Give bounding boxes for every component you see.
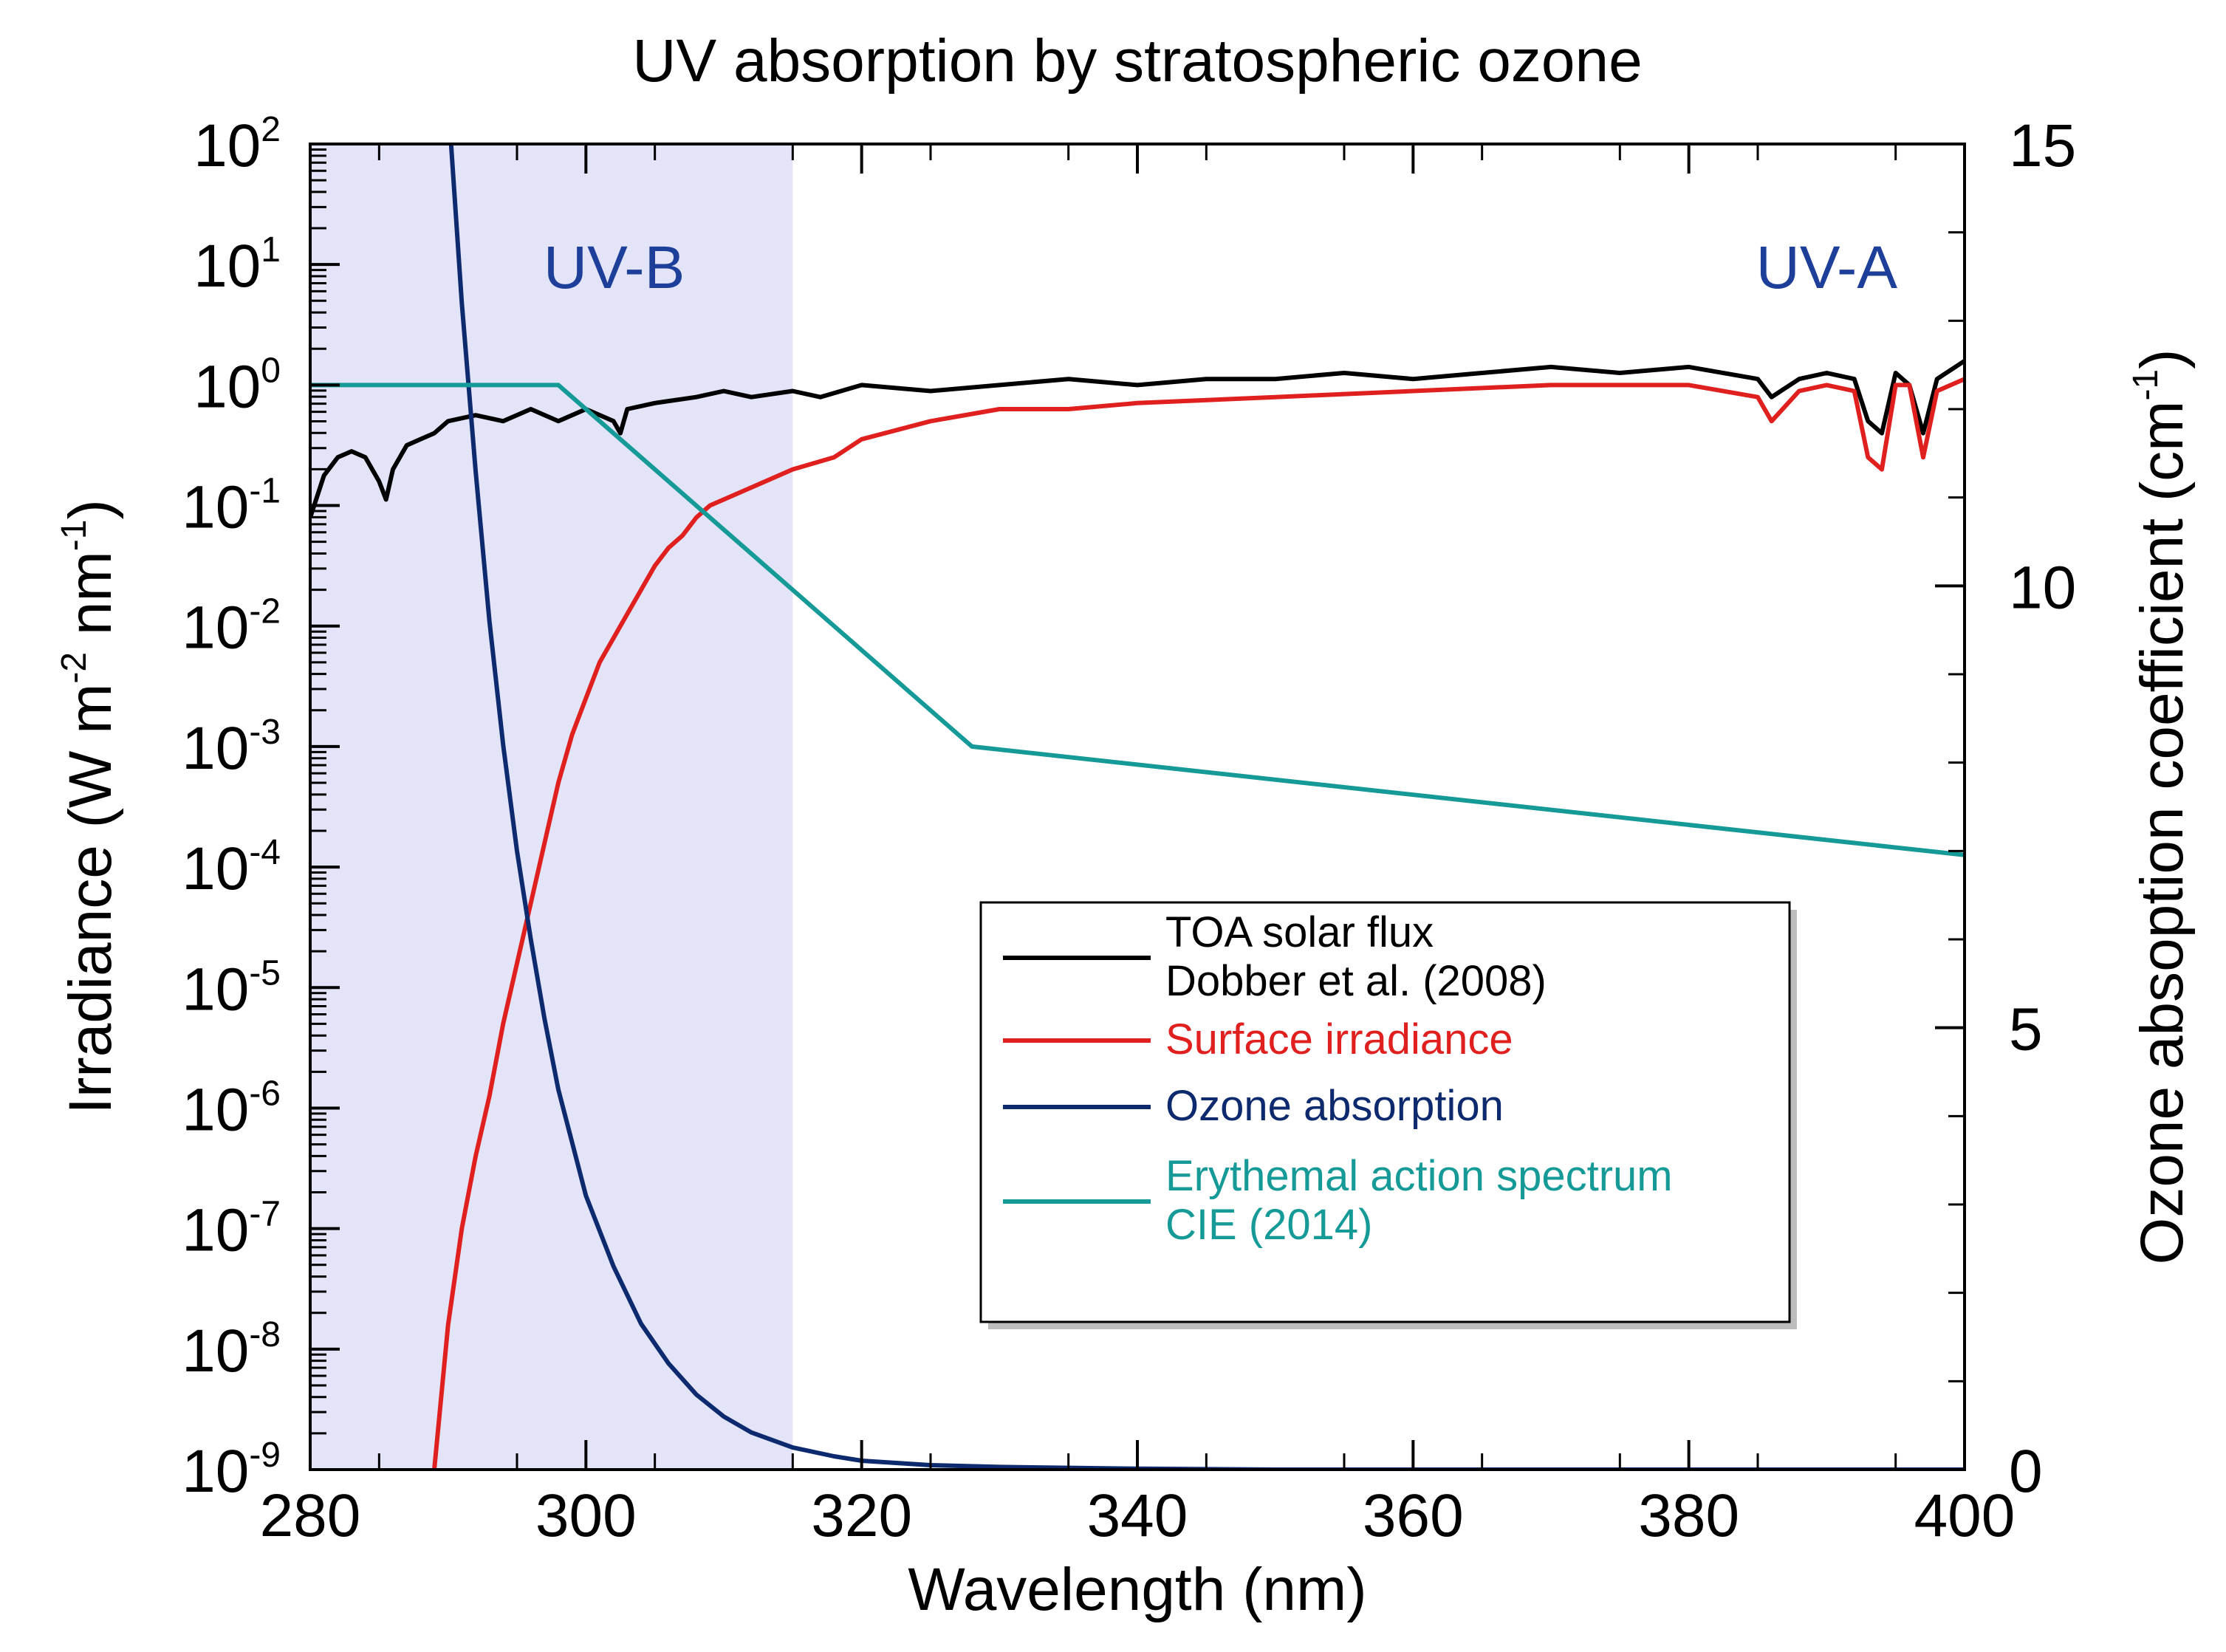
y-right-tick-label: 0 bbox=[2009, 1438, 2043, 1505]
x-tick-label: 340 bbox=[1087, 1482, 1188, 1549]
y-left-tick-label: 10-2 bbox=[182, 592, 281, 662]
y-left-tick-label: 10-9 bbox=[182, 1436, 281, 1505]
y-left-tick-label: 10-5 bbox=[182, 953, 281, 1023]
legend-label: Ozone absorption bbox=[1165, 1082, 1504, 1130]
region-label-uv-b: UV-B bbox=[544, 234, 685, 301]
y-left-tick-label: 10-6 bbox=[182, 1074, 281, 1143]
legend-label: CIE (2014) bbox=[1165, 1201, 1372, 1249]
x-tick-label: 320 bbox=[811, 1482, 912, 1549]
legend-box bbox=[979, 901, 1791, 1323]
x-tick-label: 280 bbox=[260, 1482, 361, 1549]
y-right-tick-label: 5 bbox=[2009, 996, 2043, 1063]
legend-label: Dobber et al. (2008) bbox=[1165, 957, 1547, 1005]
y-right-tick-label: 15 bbox=[2009, 112, 2076, 179]
y-left-tick-label: 10-3 bbox=[182, 713, 281, 782]
legend-label: TOA solar flux bbox=[1165, 908, 1434, 956]
y-left-tick-label: 10-8 bbox=[182, 1315, 281, 1385]
region-label-uv-a: UV-A bbox=[1756, 234, 1898, 301]
y-left-tick-label: 10-1 bbox=[182, 472, 281, 541]
y-left-tick-label: 102 bbox=[194, 110, 281, 179]
x-axis-title: Wavelength (nm) bbox=[908, 1556, 1366, 1623]
series-ozone-absorption bbox=[448, 144, 1965, 1470]
x-tick-label: 300 bbox=[535, 1482, 637, 1549]
y-left-tick-label: 10-7 bbox=[182, 1195, 281, 1264]
y-left-tick-label: 10-4 bbox=[182, 833, 281, 902]
y-left-axis-title: Irradiance (W m-2 nm-1) bbox=[55, 499, 124, 1114]
y-left-tick-label: 101 bbox=[194, 230, 281, 300]
series-surface-irradiance bbox=[432, 377, 1965, 1470]
legend-label: Surface irradiance bbox=[1165, 1015, 1513, 1063]
y-right-axis-title: Ozone absoption coefficient (cm-1) bbox=[2126, 349, 2196, 1265]
series-toa-solar-flux bbox=[310, 359, 1965, 518]
series-erythemal-action-spectrum bbox=[310, 383, 1965, 857]
y-left-tick-label: 100 bbox=[194, 351, 281, 420]
x-tick-label: 380 bbox=[1638, 1482, 1739, 1549]
legend-label: Erythemal action spectrum bbox=[1165, 1152, 1673, 1200]
chart-title: UV absorption by stratospheric ozone bbox=[632, 27, 1642, 95]
x-tick-label: 400 bbox=[1914, 1482, 2016, 1549]
y-right-tick-label: 10 bbox=[2009, 554, 2076, 621]
x-tick-label: 360 bbox=[1363, 1482, 1464, 1549]
